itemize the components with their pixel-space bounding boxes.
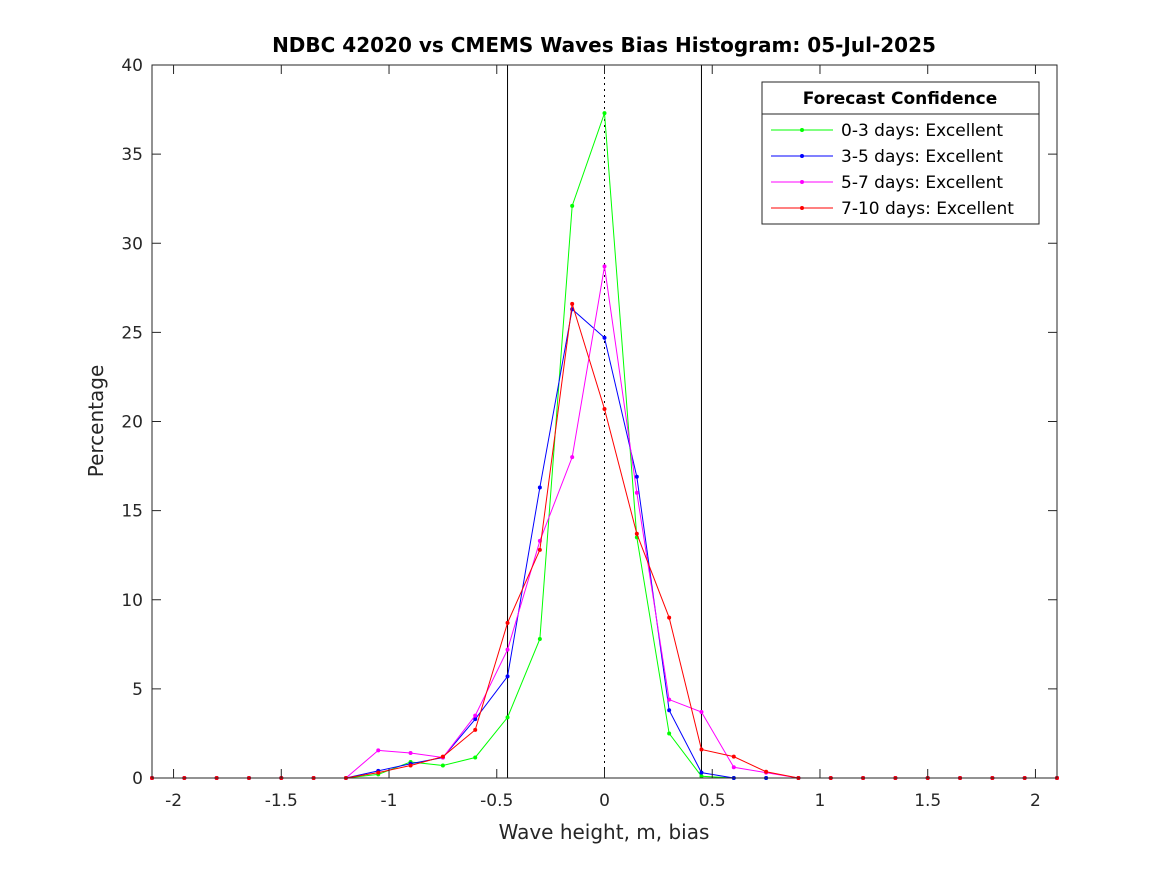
reference-lines bbox=[507, 65, 702, 778]
y-axis-ticks: 0 5 10 15 20 25 30 35 40 bbox=[121, 56, 1057, 789]
y-tick-label: 5 bbox=[132, 680, 143, 700]
x-axis-label: Wave height, m, bias bbox=[499, 820, 710, 844]
legend-entry-3: 7-10 days: Excellent bbox=[771, 199, 1014, 219]
y-tick-label: 0 bbox=[132, 769, 143, 789]
data-point bbox=[505, 620, 510, 625]
data-point bbox=[408, 751, 413, 756]
x-tick-label: 1 bbox=[815, 791, 826, 811]
data-point bbox=[473, 713, 478, 718]
data-point bbox=[376, 770, 381, 775]
legend-box bbox=[761, 81, 1040, 225]
data-point bbox=[634, 474, 639, 479]
legend-label: 0-3 days: Excellent bbox=[841, 121, 1003, 141]
data-point bbox=[505, 674, 510, 679]
data-point bbox=[505, 715, 510, 720]
data-point bbox=[473, 755, 478, 760]
data-point bbox=[537, 547, 542, 552]
y-tick-label: 20 bbox=[121, 413, 143, 433]
legend-swatch-marker bbox=[800, 154, 804, 158]
data-point bbox=[634, 531, 639, 536]
legend-label: 7-10 days: Excellent bbox=[841, 199, 1014, 219]
y-tick-label: 10 bbox=[121, 591, 143, 611]
data-point bbox=[699, 770, 704, 775]
legend-swatch-marker bbox=[800, 206, 804, 210]
data-point bbox=[537, 636, 542, 641]
x-tick-label: -1.5 bbox=[265, 791, 298, 811]
data-point bbox=[731, 754, 736, 759]
data-point bbox=[570, 203, 575, 208]
x-axis-ticks: -2 -1.5 -1 -0.5 0 0.5 1 1.5 2 bbox=[165, 65, 1041, 811]
x-tick-label: 2 bbox=[1030, 791, 1041, 811]
data-point bbox=[699, 774, 704, 779]
data-point bbox=[602, 111, 607, 116]
x-tick-label: -0.5 bbox=[480, 791, 513, 811]
data-point bbox=[634, 490, 639, 495]
data-point bbox=[408, 763, 413, 768]
data-point bbox=[602, 407, 607, 412]
data-point bbox=[570, 301, 575, 306]
legend-label: 5-7 days: Excellent bbox=[841, 173, 1003, 193]
data-point bbox=[667, 615, 672, 620]
legend: Forecast Confidence 0-3 days: Excellent 3… bbox=[761, 81, 1040, 225]
data-point bbox=[376, 748, 381, 753]
data-point bbox=[731, 765, 736, 770]
y-tick-label: 35 bbox=[121, 145, 143, 165]
data-point bbox=[667, 697, 672, 702]
data-point bbox=[570, 455, 575, 460]
legend-label: 3-5 days: Excellent bbox=[841, 147, 1003, 167]
y-tick-label: 40 bbox=[121, 56, 143, 76]
data-point bbox=[699, 710, 704, 715]
chart-title: NDBC 42020 vs CMEMS Waves Bias Histogram… bbox=[272, 33, 936, 57]
legend-entries: 0-3 days: Excellent 3-5 days: Excellent 5-… bbox=[771, 121, 1014, 219]
data-point bbox=[699, 747, 704, 752]
data-point bbox=[667, 708, 672, 713]
x-tick-label: 0 bbox=[599, 791, 610, 811]
x-tick-label: -2 bbox=[165, 791, 182, 811]
y-tick-label: 25 bbox=[121, 323, 143, 343]
data-point bbox=[440, 754, 445, 759]
legend-entry-2: 5-7 days: Excellent bbox=[771, 173, 1003, 193]
y-axis-label: Percentage bbox=[84, 365, 108, 478]
data-point bbox=[473, 727, 478, 732]
y-tick-label: 30 bbox=[121, 234, 143, 254]
data-point bbox=[473, 717, 478, 722]
data-point bbox=[602, 264, 607, 269]
legend-entry-1: 3-5 days: Excellent bbox=[771, 147, 1003, 167]
x-tick-label: 0.5 bbox=[699, 791, 726, 811]
data-point bbox=[764, 769, 769, 774]
legend-swatch-marker bbox=[800, 128, 804, 132]
data-point bbox=[602, 335, 607, 340]
legend-swatch-marker bbox=[800, 180, 804, 184]
data-point bbox=[505, 647, 510, 652]
legend-entry-0: 0-3 days: Excellent bbox=[771, 121, 1003, 141]
data-point bbox=[440, 763, 445, 768]
x-tick-label: 1.5 bbox=[914, 791, 941, 811]
data-point bbox=[667, 731, 672, 736]
y-tick-label: 15 bbox=[121, 502, 143, 522]
data-point bbox=[537, 485, 542, 490]
x-tick-label: -1 bbox=[381, 791, 398, 811]
legend-title: Forecast Confidence bbox=[803, 89, 998, 109]
